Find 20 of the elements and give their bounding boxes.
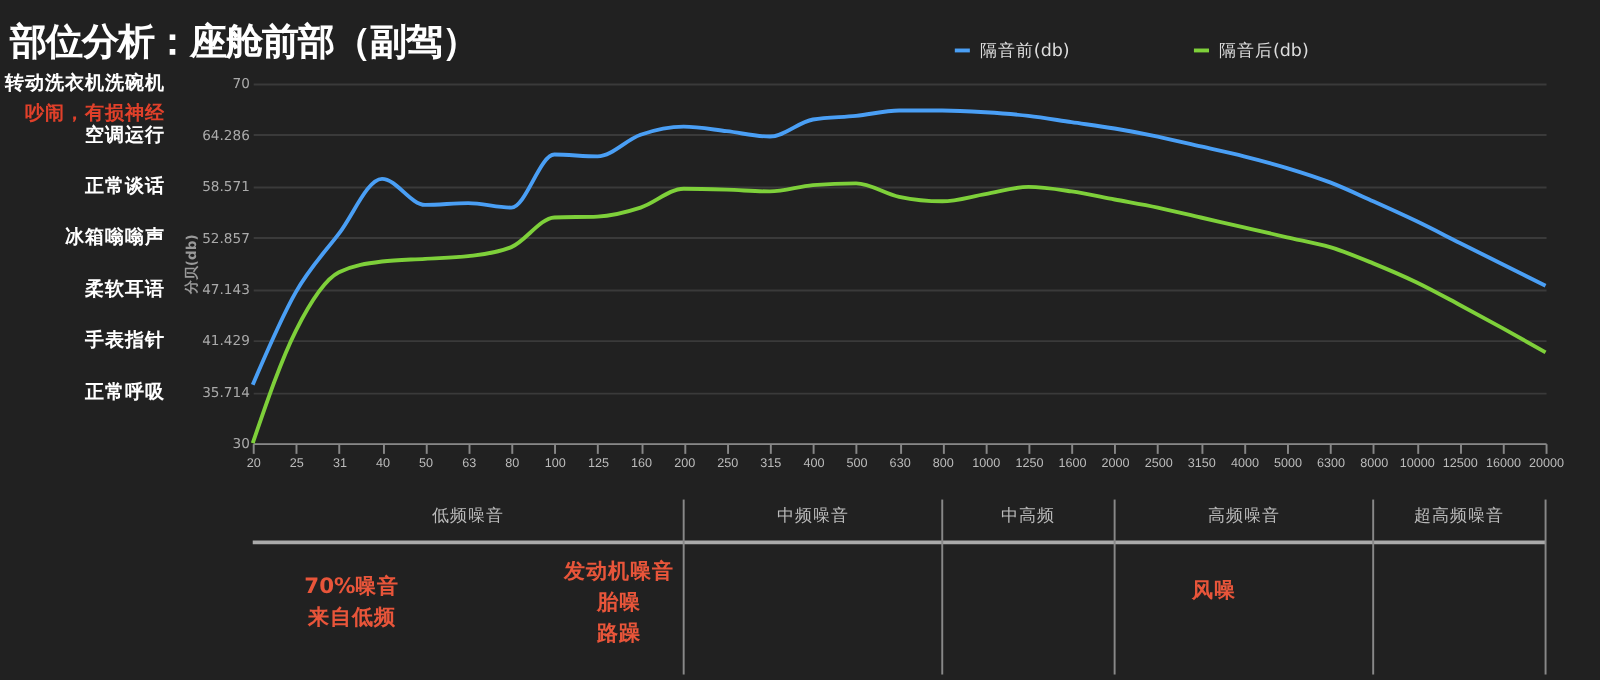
legend-label: 隔音前(db) [979, 40, 1070, 63]
line-series [250, 108, 1548, 387]
text: 转动洗衣机洗碗机 [3, 71, 166, 96]
text: 正常呼吸 [83, 379, 168, 404]
chart-title: 部位分析：座舱前部（副驾） [7, 22, 478, 65]
text: 发动机噪音胎噪路躁 [562, 557, 675, 647]
legend-label: 隔音后(db) [1218, 40, 1309, 63]
text: 高频噪音 [1207, 504, 1280, 527]
text: 正常谈话 [83, 174, 166, 199]
text: 柔软耳语 [83, 276, 166, 301]
text: 冰箱嗡嗡声 [65, 225, 166, 250]
text: 超高频噪音 [1414, 504, 1505, 527]
text: 手表指针 [83, 328, 166, 353]
text: 中频噪音 [776, 504, 849, 527]
text: 空调运行 [85, 122, 166, 147]
text: 中高频 [1001, 504, 1056, 527]
text: 低频噪音 [432, 504, 505, 527]
text: 吵闹，有损神经 [25, 100, 168, 125]
text: 70%噪音来自低频 [304, 573, 400, 631]
text: 风噪 [1189, 576, 1238, 603]
